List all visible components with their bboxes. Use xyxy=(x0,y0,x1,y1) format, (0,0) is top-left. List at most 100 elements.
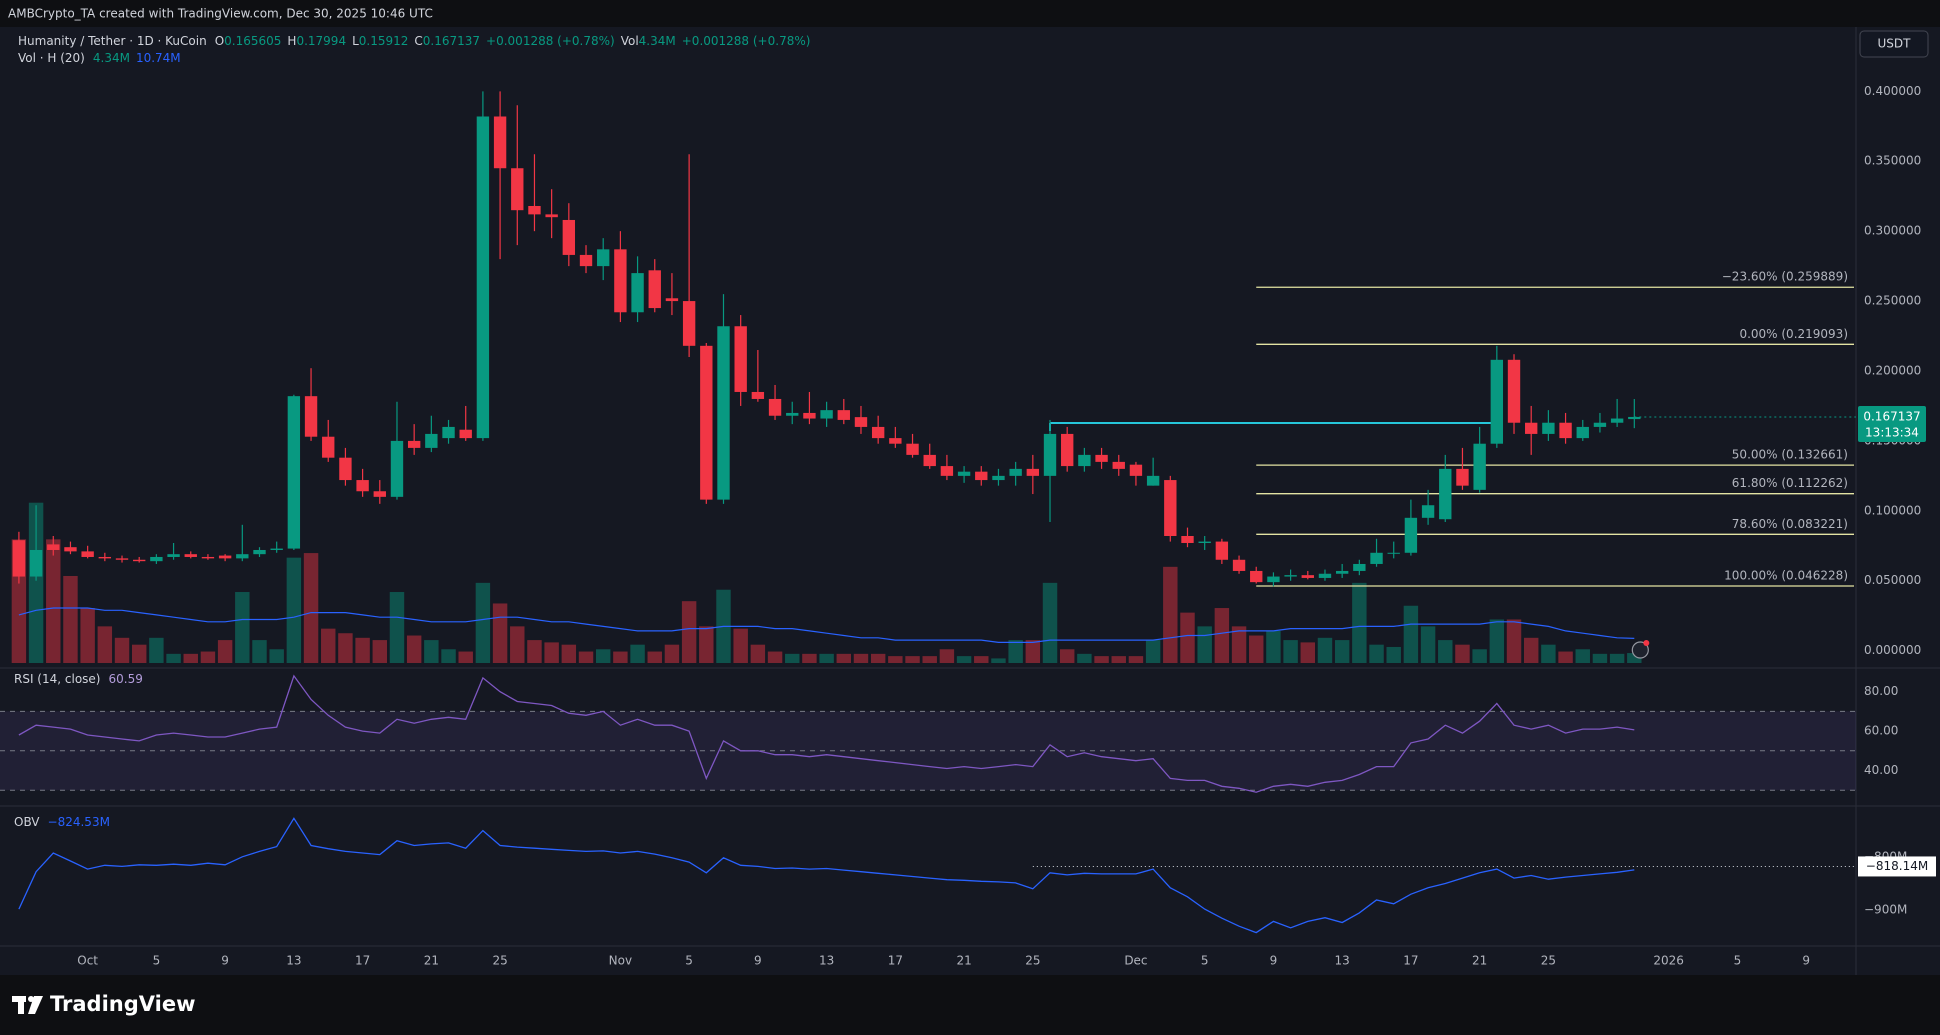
volume-bar xyxy=(1386,646,1401,663)
volume-bar xyxy=(785,653,800,663)
x-tick-label: 17 xyxy=(1403,954,1418,968)
candle-body xyxy=(923,454,936,467)
vol-change: +0.001288 (+0.78%) xyxy=(682,34,811,48)
volume-bar xyxy=(699,626,714,663)
volume-bar xyxy=(28,502,44,663)
candle-body xyxy=(511,168,524,211)
volume-bar xyxy=(767,651,783,663)
currency[interactable]: USDT xyxy=(1878,37,1912,51)
candle-body xyxy=(356,480,369,492)
candle-body xyxy=(562,219,576,255)
candle-body xyxy=(115,558,129,560)
y-tick-label: 0.350000 xyxy=(1864,154,1921,168)
volume-bar xyxy=(1214,608,1230,663)
indicator-line xyxy=(18,674,1635,793)
volume-bar xyxy=(1025,640,1041,663)
x-tick-label: 25 xyxy=(492,954,507,968)
y-tick-label: 0.100000 xyxy=(1864,503,1921,517)
volume-bar xyxy=(406,635,422,663)
candle-body xyxy=(1215,541,1229,560)
y-tick-label: 0.300000 xyxy=(1864,224,1921,238)
candle-body xyxy=(1628,416,1641,420)
vol-value: 4.34M xyxy=(639,34,676,48)
volume-bar xyxy=(733,628,748,663)
obv-value: −824.53M xyxy=(48,815,110,829)
candle-body xyxy=(304,396,318,437)
volume-bar xyxy=(578,651,594,663)
y-tick-label: 60.00 xyxy=(1864,724,1898,738)
currency-button[interactable] xyxy=(1859,30,1929,58)
candle-body xyxy=(442,426,455,439)
volume-bar xyxy=(544,642,559,663)
price-label: 0.167137 xyxy=(1863,409,1920,423)
close-label: C xyxy=(414,34,422,48)
candle-body xyxy=(1164,480,1177,536)
candle-body xyxy=(1267,576,1280,583)
x-tick-label: 5 xyxy=(153,954,161,968)
obv-level-box xyxy=(1858,856,1936,877)
fib-label: 78.60% (0.083221) xyxy=(1732,517,1848,531)
vol-study: Vol · H (20) xyxy=(18,51,85,65)
volume-bar xyxy=(114,637,130,663)
candle-body xyxy=(64,547,77,552)
volume-bar xyxy=(1438,640,1453,663)
volume-bar xyxy=(613,651,628,663)
volume-legend: Vol · H (20) 4.34M 10.74M xyxy=(18,51,181,65)
vol-ma-value: 10.74M xyxy=(136,51,181,65)
volume-bar xyxy=(1283,640,1298,663)
candle-body xyxy=(1112,461,1125,469)
volume-bar xyxy=(338,633,353,663)
volume-bar xyxy=(1420,626,1436,663)
x-tick-label: 13 xyxy=(1335,954,1350,968)
obv-legend: OBV −824.53M xyxy=(14,815,110,829)
candle-body xyxy=(1353,563,1366,571)
price-label-box xyxy=(1858,405,1926,442)
candle-body xyxy=(253,549,266,555)
volume-bar xyxy=(819,653,834,663)
candle-body xyxy=(1078,454,1091,467)
candle-body xyxy=(717,326,730,500)
volume-bar xyxy=(870,653,886,663)
volume-bar xyxy=(97,626,113,663)
candle-body xyxy=(1318,573,1332,578)
open-label: O xyxy=(215,34,224,48)
volume-bar xyxy=(131,644,147,663)
x-tick-label: Oct xyxy=(77,954,98,968)
high-value: 0.17994 xyxy=(296,34,346,48)
obv-level-label: −818.14M xyxy=(1866,859,1928,873)
volume-bar xyxy=(802,653,817,663)
open-value: 0.165605 xyxy=(224,34,281,48)
volume-bar xyxy=(1197,626,1212,663)
volume-bar xyxy=(1506,619,1522,663)
candle-body xyxy=(1576,426,1589,439)
candle-body xyxy=(133,559,146,562)
candle-body xyxy=(1198,541,1211,543)
candle-body xyxy=(1335,570,1349,574)
candle-body xyxy=(648,270,661,309)
candle-body xyxy=(1043,433,1057,476)
volume-bar xyxy=(1249,635,1264,663)
candle-body xyxy=(906,443,919,455)
credit: AMBCrypto_TA created with TradingView.co… xyxy=(8,7,433,21)
fib-label: −23.60% (0.259889) xyxy=(1722,270,1848,284)
x-tick-label: 25 xyxy=(1025,954,1040,968)
brand-logo xyxy=(12,996,43,1014)
volume-bar xyxy=(1455,644,1470,663)
volume-bar xyxy=(441,649,456,663)
volume-bar xyxy=(46,539,61,663)
volume-bar xyxy=(1609,653,1625,663)
volume-bar xyxy=(166,653,181,663)
candle-body xyxy=(12,540,26,577)
candle-body xyxy=(339,457,352,481)
countdown: 13:13:34 xyxy=(1865,425,1919,439)
candle-body xyxy=(150,556,163,562)
volume-bar xyxy=(424,640,439,663)
candle-body xyxy=(768,398,782,416)
candle-body xyxy=(425,433,438,448)
symbol-legend: Humanity / Tether · 1D · KuCoin O0.165605… xyxy=(18,34,810,48)
candle-body xyxy=(81,551,94,557)
volume-bar xyxy=(561,644,577,663)
candle-body xyxy=(287,396,301,549)
candle-body xyxy=(1490,359,1504,444)
volume-bar xyxy=(286,557,302,663)
